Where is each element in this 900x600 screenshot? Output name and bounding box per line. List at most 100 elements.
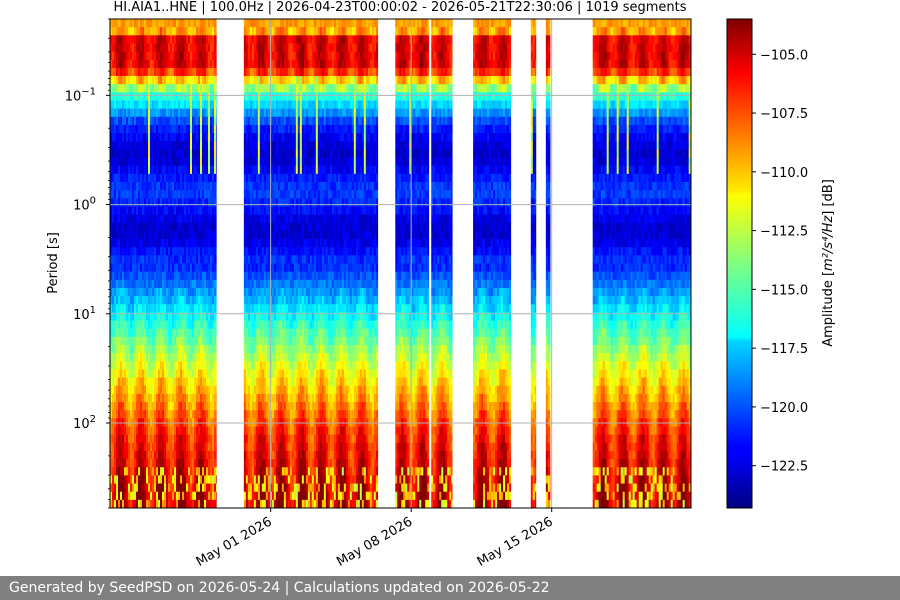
heatmap-cell xyxy=(140,426,143,436)
heatmap-cell xyxy=(132,304,135,313)
heatmap-cell xyxy=(216,149,217,159)
heatmap-cell xyxy=(134,271,137,281)
heatmap-cell xyxy=(126,92,129,101)
heatmap-cell xyxy=(148,222,151,232)
heatmap-cell xyxy=(120,287,123,297)
heatmap-cell xyxy=(112,51,115,61)
heatmap-cell xyxy=(150,239,153,248)
heatmap-cell xyxy=(136,483,139,493)
heatmap-cell xyxy=(118,222,121,232)
heatmap-cell xyxy=(114,271,117,281)
heatmap-cell xyxy=(216,467,217,476)
heatmap-cell xyxy=(146,198,149,207)
heatmap-cell xyxy=(114,442,117,452)
heatmap-cell xyxy=(148,345,151,354)
heatmap-cell xyxy=(142,393,145,403)
heatmap-cell xyxy=(138,393,141,403)
heatmap-cell xyxy=(112,475,115,485)
heatmap-cell xyxy=(140,353,143,362)
heatmap-cell xyxy=(150,214,153,224)
heatmap-cell xyxy=(130,35,133,44)
heatmap-cell xyxy=(150,296,153,305)
heatmap-cell xyxy=(128,133,131,142)
heatmap-cell xyxy=(148,76,151,85)
heatmap-cell xyxy=(144,133,147,142)
heatmap-cell xyxy=(124,222,127,232)
heatmap-cell xyxy=(126,116,129,126)
heatmap-cell xyxy=(118,116,121,126)
heatmap-cell xyxy=(148,393,151,403)
heatmap-cell xyxy=(130,467,133,476)
heatmap-cell xyxy=(136,133,139,142)
heatmap-cell xyxy=(150,369,153,379)
heatmap-cell xyxy=(110,198,113,207)
heatmap-cell xyxy=(124,214,127,224)
heatmap-cell xyxy=(116,296,119,305)
heatmap-cell xyxy=(116,149,119,159)
heatmap-cell xyxy=(146,59,149,69)
heatmap-cell xyxy=(128,377,131,387)
heatmap-cell xyxy=(140,442,143,452)
heatmap-cell xyxy=(122,116,125,126)
heatmap-cell xyxy=(140,287,143,297)
heatmap-cell xyxy=(134,361,137,370)
heatmap-cell xyxy=(138,239,141,248)
heatmap-cell xyxy=(124,393,127,403)
heatmap-cell xyxy=(148,27,151,36)
heatmap-cell xyxy=(118,141,121,150)
heatmap-cell xyxy=(128,149,131,159)
heatmap-cell xyxy=(128,385,131,395)
heatmap-cell xyxy=(120,361,123,370)
heatmap-cell xyxy=(130,328,133,338)
heatmap-cell xyxy=(130,182,133,191)
heatmap-cell xyxy=(216,304,217,313)
heatmap-cell xyxy=(134,108,137,118)
heatmap-cell xyxy=(118,442,121,452)
heatmap-cell xyxy=(144,165,147,175)
heatmap-cell xyxy=(110,279,113,289)
heatmap-cell xyxy=(120,198,123,207)
heatmap-cell xyxy=(146,410,149,419)
heatmap-cell xyxy=(150,182,153,191)
heatmap-cell xyxy=(148,410,151,419)
heatmap-cell xyxy=(142,141,145,150)
heatmap-cell xyxy=(128,369,131,379)
heatmap-cell xyxy=(134,442,137,452)
heatmap-cell xyxy=(140,279,143,289)
heatmap-cell xyxy=(132,173,135,183)
heatmap-cell xyxy=(150,353,153,362)
heatmap-cell xyxy=(142,483,145,493)
heatmap-cell xyxy=(142,320,145,330)
heatmap-cell xyxy=(140,133,143,142)
heatmap-cell xyxy=(134,263,137,273)
heatmap-cell xyxy=(146,124,149,134)
heatmap-cell xyxy=(216,442,217,452)
heatmap-cell xyxy=(142,434,145,444)
heatmap-cell xyxy=(116,279,119,289)
heatmap-cell xyxy=(118,450,121,460)
heatmap-cell xyxy=(148,467,151,476)
heatmap-cell xyxy=(112,84,115,93)
heatmap-cell xyxy=(124,499,127,508)
heatmap-cell xyxy=(146,43,149,53)
heatmap-cell xyxy=(136,116,139,126)
heatmap-cell xyxy=(144,59,147,69)
heatmap-cell xyxy=(216,239,217,248)
heatmap-cell xyxy=(144,255,147,264)
heatmap-cell xyxy=(216,450,217,460)
heatmap-cell xyxy=(114,320,117,330)
heatmap-cell xyxy=(118,51,121,61)
heatmap-cell xyxy=(140,410,143,419)
heatmap-cell xyxy=(120,19,123,28)
heatmap-cell xyxy=(142,279,145,289)
heatmap-cell xyxy=(114,124,117,134)
heatmap-cell xyxy=(140,320,143,330)
heatmap-cell xyxy=(118,165,121,175)
heatmap-cell xyxy=(138,442,141,452)
heatmap-cell xyxy=(120,116,123,126)
heatmap-cell xyxy=(116,133,119,142)
heatmap-cell xyxy=(130,263,133,273)
heatmap-cell xyxy=(216,263,217,273)
heatmap-cell xyxy=(116,320,119,330)
heatmap-cell xyxy=(216,157,217,167)
